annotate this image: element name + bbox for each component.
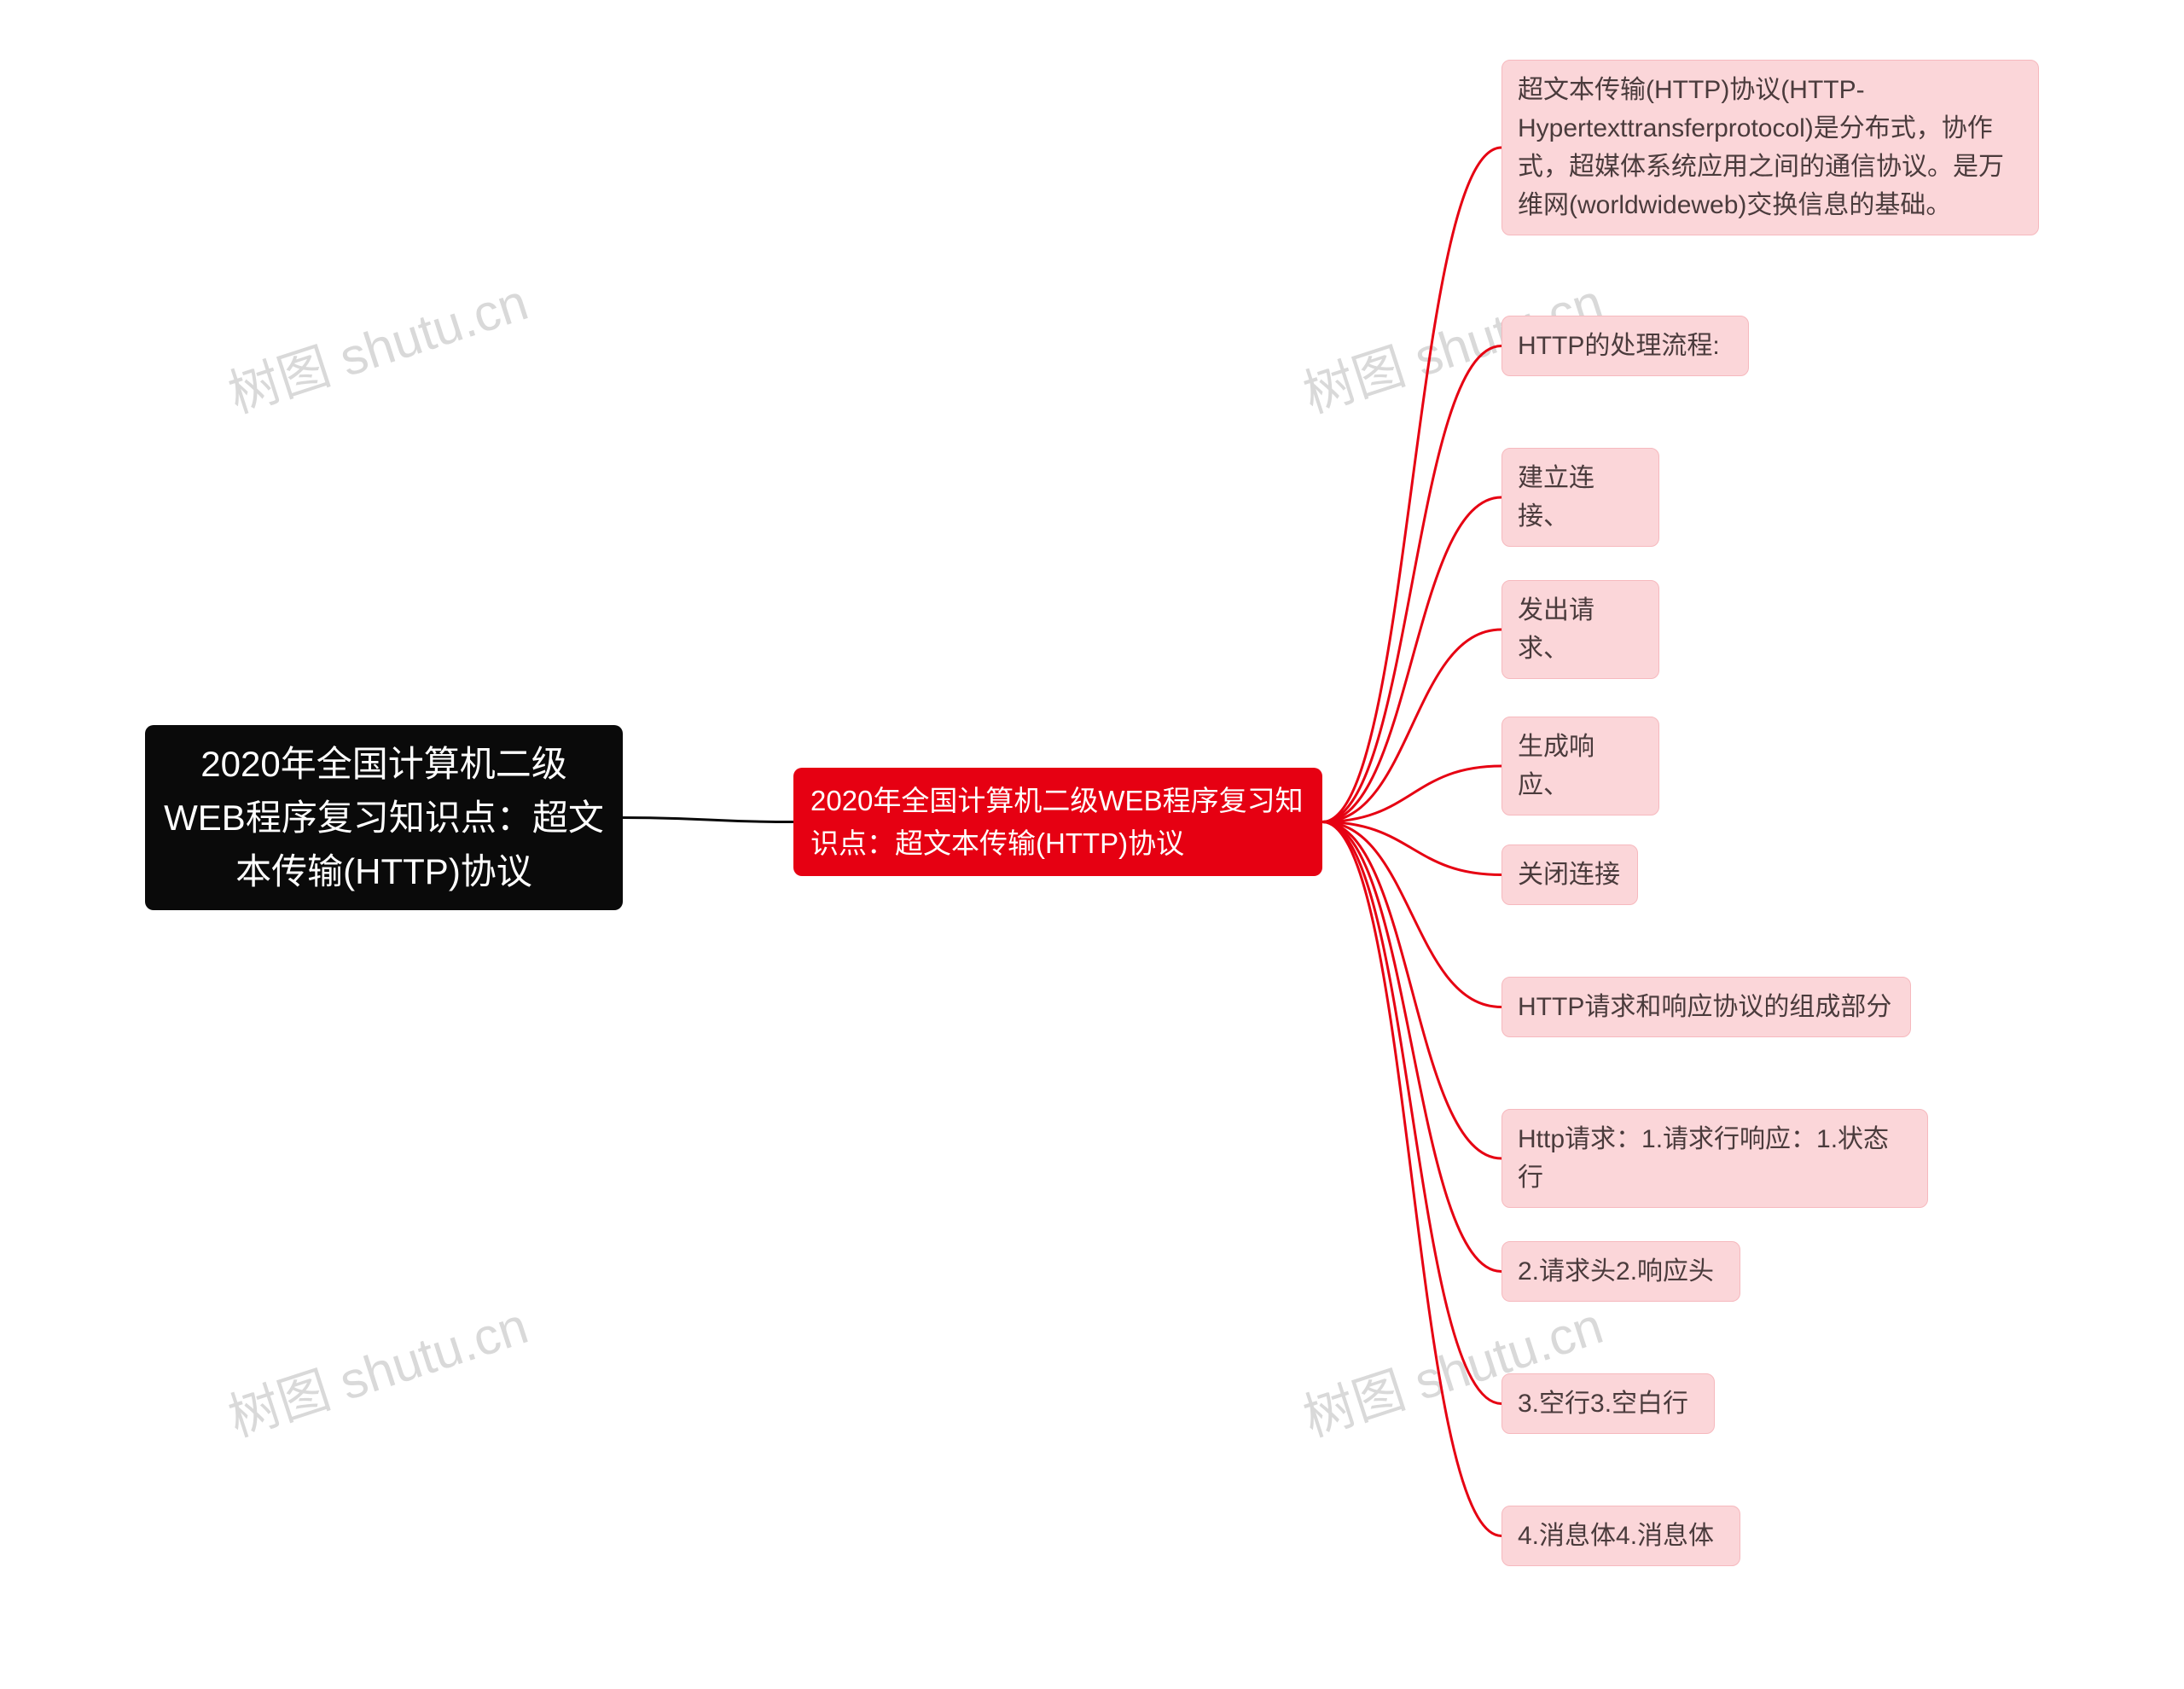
leaf-node: Http请求：1.请求行响应：1.状态行 xyxy=(1502,1109,1928,1208)
leaf-node: 4.消息体4.消息体 xyxy=(1502,1506,1740,1566)
leaf-node: 超文本传输(HTTP)协议(HTTP-Hypertexttransferprot… xyxy=(1502,60,2039,235)
root-node: 2020年全国计算机二级WEB程序复习知识点：超文本传输(HTTP)协议 xyxy=(145,725,623,910)
watermark: 树图 shutu.cn xyxy=(218,261,536,427)
leaf-node: HTTP请求和响应协议的组成部分 xyxy=(1502,977,1911,1037)
branch-node: 2020年全国计算机二级WEB程序复习知识点：超文本传输(HTTP)协议 xyxy=(793,768,1322,876)
leaf-node: 2.请求头2.响应头 xyxy=(1502,1241,1740,1302)
leaf-node: HTTP的处理流程: xyxy=(1502,316,1749,376)
leaf-node: 生成响应、 xyxy=(1502,717,1659,815)
watermark: 树图 shutu.cn xyxy=(218,1285,536,1451)
leaf-node: 3.空行3.空白行 xyxy=(1502,1373,1715,1434)
mindmap-canvas: 树图 shutu.cn 树图 shutu.cn 树图 shutu.cn 树图 s… xyxy=(0,0,2184,1689)
leaf-node: 发出请求、 xyxy=(1502,580,1659,679)
leaf-node: 关闭连接 xyxy=(1502,844,1638,905)
leaf-node: 建立连接、 xyxy=(1502,448,1659,547)
